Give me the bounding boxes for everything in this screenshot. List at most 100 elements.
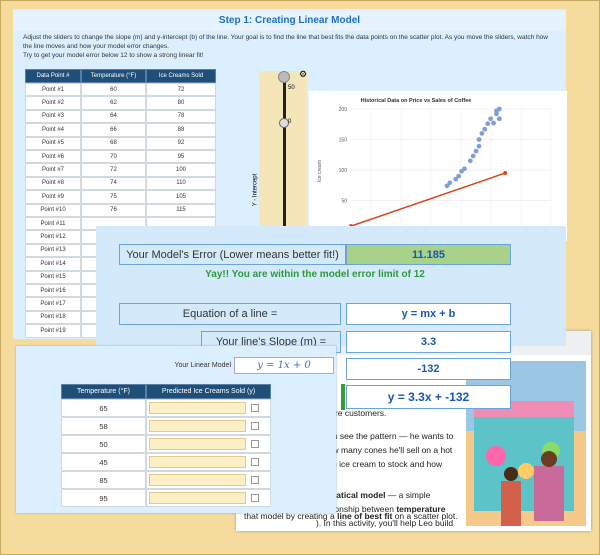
table-cell: 72	[81, 163, 146, 177]
doc-text-run: thematical model	[316, 490, 386, 500]
prediction-input[interactable]	[149, 474, 246, 486]
table-cell: 65	[61, 399, 146, 417]
doc-line: g more customers.	[316, 408, 386, 418]
checkbox[interactable]	[251, 404, 259, 412]
scatter-point	[447, 180, 453, 186]
doc-text-run: line of best fit	[337, 511, 393, 521]
prediction-input[interactable]	[149, 456, 246, 468]
table-cell: Point #3	[25, 109, 81, 124]
checkbox[interactable]	[251, 422, 259, 430]
illustration	[466, 361, 586, 526]
doc-text-run: on a scatter plot.	[392, 511, 458, 521]
scatter-point	[485, 121, 491, 127]
y-tick-label: 200	[339, 107, 348, 113]
y-tick-label: 100	[339, 168, 348, 174]
y-axis-label: Ice cream	[317, 160, 323, 182]
table-cell: 60	[81, 83, 146, 97]
table-cell: 72	[146, 83, 216, 97]
scatter-point	[491, 120, 496, 126]
scatter-point	[496, 116, 502, 122]
scatter-point	[476, 137, 482, 142]
table-header: Data Point #	[25, 69, 81, 83]
scatter-point	[488, 116, 494, 122]
slider-knob[interactable]	[279, 118, 289, 128]
settings-icon[interactable]: ⚙	[299, 69, 308, 79]
slider-label: 50	[288, 85, 295, 91]
scatter-point	[453, 176, 459, 182]
scatter-point	[462, 166, 467, 172]
prediction-input[interactable]	[149, 420, 246, 432]
doc-line: ). In this activity, you'll help Leo bui…	[316, 518, 453, 528]
front-panel: Your Linear Model y = 1x + 0 Temperature…	[16, 346, 336, 513]
table-cell: 85	[61, 471, 146, 489]
table-cell: 74	[81, 176, 146, 191]
table-cell: 58	[61, 417, 146, 435]
doc-text-run: that model by creating a	[244, 511, 338, 521]
accent-bar	[341, 384, 345, 410]
doc-text-run: much ice cream to stock and how	[316, 459, 443, 469]
table-header: Temperature (°F)	[81, 69, 146, 83]
checkbox[interactable]	[251, 458, 259, 466]
doc-text-run: g more customers.	[316, 408, 387, 418]
table-cell: Point #10	[25, 203, 81, 217]
error-label: Your Model's Error (Lower means better f…	[119, 244, 346, 265]
table-cell: 70	[81, 150, 146, 164]
doc-text-run: relationship between	[316, 504, 397, 514]
chart: Historical Data on Price vs Sales of Cof…	[317, 98, 552, 239]
slider-track[interactable]	[283, 77, 286, 237]
scatter-point	[467, 158, 473, 164]
scatter-point	[470, 153, 476, 159]
table-cell: 105	[146, 190, 216, 204]
slider-label: 0	[288, 119, 292, 125]
model-input[interactable]: y = 1x + 0	[234, 357, 334, 374]
table-cell: Point #11	[25, 217, 81, 231]
equation-value: y = mx + b	[346, 303, 511, 325]
table-cell: 66	[81, 123, 146, 137]
table-cell: Point #12	[25, 230, 81, 244]
slider-axis-label: Y - Intercept	[252, 173, 259, 207]
table-cell: 92	[146, 136, 216, 150]
intercept-value: -132	[346, 358, 511, 380]
table-cell: 95	[146, 150, 216, 164]
checkbox[interactable]	[251, 494, 259, 502]
doc-line: than see the pattern — he wants to	[321, 431, 453, 441]
doc-text-run: ). In this activity, you'll help Leo bui…	[316, 518, 454, 528]
message: Yay!! You are within the model error lim…	[205, 268, 425, 280]
checkbox[interactable]	[251, 476, 259, 484]
table-cell: 100	[146, 163, 216, 177]
table-cell: Point #5	[25, 136, 81, 150]
table-header: Temperature (°F)	[61, 384, 146, 399]
model-label: Your Linear Model	[174, 361, 231, 369]
table-cell: 68	[81, 136, 146, 150]
doc-line: much ice cream to stock and how	[316, 459, 442, 469]
checkbox[interactable]	[251, 440, 259, 448]
doc-text-run: temperature	[396, 504, 446, 514]
table-cell: 115	[146, 203, 216, 217]
instructions: Adjust the sliders to change the slope (…	[23, 34, 548, 50]
table-cell: Point #2	[25, 96, 81, 110]
slider-knob[interactable]	[278, 71, 290, 83]
middle-panel: Your Model's Error (Lower means better f…	[96, 226, 566, 410]
table-cell: 45	[61, 453, 146, 471]
error-value: 11.185	[346, 244, 511, 265]
table-cell: Point #13	[25, 243, 81, 258]
table-cell: Point #7	[25, 163, 81, 177]
table-cell: Point #9	[25, 190, 81, 204]
table-cell: 62	[81, 96, 146, 110]
chart-area	[309, 91, 567, 241]
table-cell: 75	[81, 190, 146, 204]
prediction-input[interactable]	[149, 402, 246, 414]
doc-text: g more customers. than see the pattern — …	[236, 331, 466, 531]
prediction-input[interactable]	[149, 438, 246, 450]
doc-line: that model by creating a line of best fi…	[244, 511, 458, 521]
prediction-table: Temperature (°F) Predicted Ice Creams Sol…	[61, 384, 271, 509]
table-cell: Point #8	[25, 176, 81, 191]
scatter-point	[479, 131, 485, 136]
table-cell: Point #4	[25, 123, 81, 137]
prediction-input[interactable]	[149, 492, 246, 504]
doc-line: e how many cones he'll sell on a hot	[316, 445, 452, 455]
doc-line: thematical model — a simple	[316, 490, 430, 500]
line-endpoint	[503, 171, 508, 176]
scatter-point	[476, 143, 482, 149]
